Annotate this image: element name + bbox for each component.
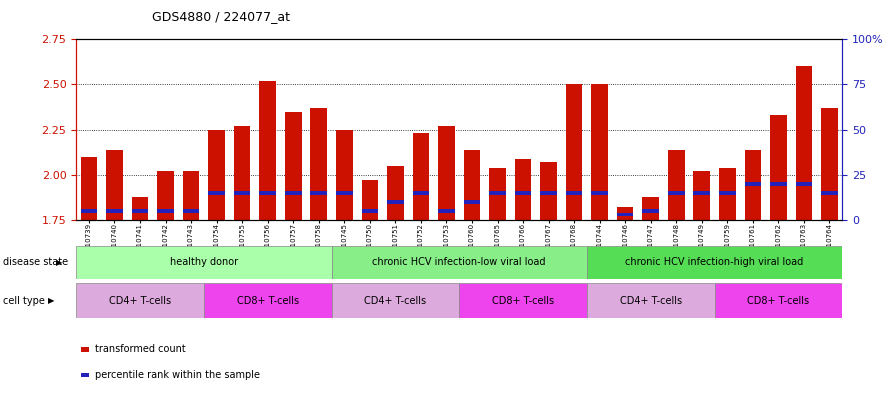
Bar — [616, 208, 633, 220]
Bar — [285, 191, 302, 195]
Bar — [208, 191, 225, 195]
Bar — [796, 182, 813, 185]
Bar — [208, 130, 225, 220]
Bar — [565, 84, 582, 220]
Bar — [694, 171, 711, 220]
Bar — [463, 150, 480, 220]
Bar — [132, 196, 149, 220]
Bar — [157, 171, 174, 220]
Text: CD8+ T-cells: CD8+ T-cells — [492, 296, 554, 306]
Text: disease state: disease state — [3, 257, 68, 267]
Bar — [259, 191, 276, 195]
Bar — [587, 283, 714, 318]
Bar — [332, 283, 460, 318]
Bar — [412, 133, 429, 220]
Bar — [336, 191, 353, 195]
Text: cell type: cell type — [3, 296, 45, 306]
Bar — [770, 115, 787, 220]
Bar — [183, 171, 200, 220]
Text: chronic HCV infection-high viral load: chronic HCV infection-high viral load — [625, 257, 804, 267]
Bar — [694, 191, 711, 195]
Text: CD4+ T-cells: CD4+ T-cells — [365, 296, 426, 306]
Bar — [587, 246, 842, 279]
Text: CD4+ T-cells: CD4+ T-cells — [620, 296, 682, 306]
Bar — [106, 150, 123, 220]
Bar — [796, 66, 813, 220]
Text: transformed count: transformed count — [95, 344, 185, 354]
Bar — [76, 283, 204, 318]
Bar — [463, 200, 480, 204]
Bar — [715, 283, 842, 318]
Bar — [361, 209, 378, 213]
Bar — [387, 166, 404, 220]
Bar — [438, 209, 455, 213]
Bar — [489, 191, 506, 195]
Bar — [234, 191, 251, 195]
Bar — [412, 191, 429, 195]
Bar — [565, 191, 582, 195]
Text: GDS4880 / 224077_at: GDS4880 / 224077_at — [152, 10, 290, 23]
Bar — [745, 182, 762, 185]
Text: healthy donor: healthy donor — [169, 257, 238, 267]
Text: CD8+ T-cells: CD8+ T-cells — [747, 296, 809, 306]
Bar — [591, 84, 608, 220]
Bar — [460, 283, 587, 318]
Bar — [642, 209, 659, 213]
Bar — [642, 196, 659, 220]
Bar — [668, 191, 685, 195]
Bar — [183, 209, 200, 213]
Bar — [514, 191, 531, 195]
Bar — [332, 246, 587, 279]
Bar — [81, 157, 98, 220]
Bar — [514, 159, 531, 220]
Bar — [81, 209, 98, 213]
Bar — [76, 246, 332, 279]
Bar — [719, 168, 736, 220]
Bar — [285, 112, 302, 220]
Bar — [106, 209, 123, 213]
Text: ▶: ▶ — [56, 258, 63, 267]
Text: percentile rank within the sample: percentile rank within the sample — [95, 370, 260, 380]
Bar — [591, 191, 608, 195]
Bar — [387, 200, 404, 204]
Bar — [616, 213, 633, 216]
Text: chronic HCV infection-low viral load: chronic HCV infection-low viral load — [373, 257, 546, 267]
Bar — [719, 191, 736, 195]
Bar — [361, 180, 378, 220]
Bar — [234, 126, 251, 220]
Bar — [540, 191, 557, 195]
Bar — [438, 126, 455, 220]
Text: CD8+ T-cells: CD8+ T-cells — [237, 296, 298, 306]
Bar — [204, 283, 332, 318]
Text: ▶: ▶ — [47, 296, 54, 305]
Text: CD4+ T-cells: CD4+ T-cells — [109, 296, 171, 306]
Bar — [540, 162, 557, 220]
Bar — [336, 130, 353, 220]
Bar — [821, 108, 838, 220]
Bar — [745, 150, 762, 220]
Bar — [132, 209, 149, 213]
Bar — [157, 209, 174, 213]
Bar — [821, 191, 838, 195]
Bar — [310, 191, 327, 195]
Bar — [489, 168, 506, 220]
Bar — [259, 81, 276, 220]
Bar — [310, 108, 327, 220]
Bar — [668, 150, 685, 220]
Bar — [770, 182, 787, 185]
